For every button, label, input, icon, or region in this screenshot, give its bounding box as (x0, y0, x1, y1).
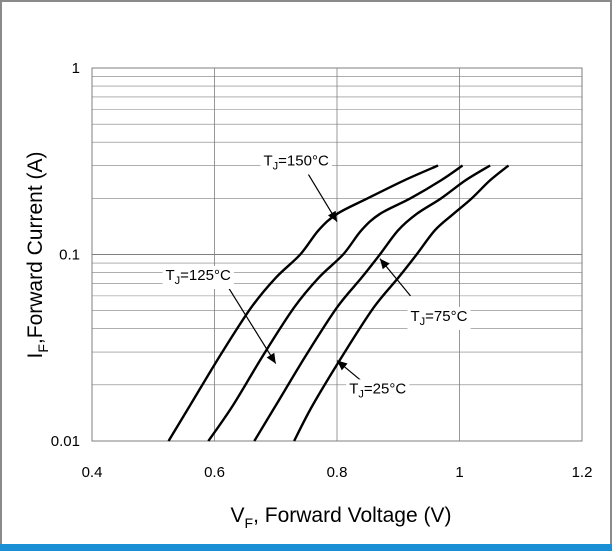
series-label-bg (346, 379, 410, 403)
annotation-arrow-head (266, 352, 276, 364)
annotation-arrow-head (327, 210, 337, 222)
y-tick-label: 1 (72, 60, 80, 77)
y-axis-title: IF,Forward Current (A) (24, 152, 51, 359)
grid (92, 68, 582, 441)
tick-labels: 0.4 0.6 0.8 1 1.2 0.01 0.1 1 (51, 60, 593, 481)
y-tick-label: 0.1 (59, 247, 80, 264)
series-label: TJ=125°C (166, 267, 231, 287)
x-tick-label: 1.2 (572, 464, 593, 481)
annotation-arrow-line (223, 279, 277, 364)
x-tick-label: 0.4 (82, 464, 103, 481)
x-tick-label: 0.8 (327, 464, 348, 481)
annotation-arrow-head (379, 258, 390, 270)
series-line (167, 164, 439, 442)
plot-area (91, 67, 583, 442)
series-line (207, 164, 464, 442)
series-label-bg (162, 265, 234, 289)
x-axis-title: VF, Forward Voltage (V) (231, 504, 452, 531)
series-label: TJ=25°C (349, 380, 406, 400)
series-label-bg (260, 151, 332, 175)
series-label: TJ=150°C (264, 153, 329, 173)
annotations: TJ=150°C TJ=125°C TJ=75°C TJ=25°C (162, 151, 471, 403)
series-label-bg (407, 306, 471, 330)
accent-bar (0, 544, 612, 551)
x-tick-label: 0.6 (204, 464, 225, 481)
x-tick-label: 1 (455, 464, 463, 481)
series-layer (167, 164, 510, 442)
series-line (293, 164, 510, 442)
y-tick-label: 0.01 (51, 433, 80, 450)
series-label: TJ=75°C (411, 308, 468, 328)
series-line (253, 164, 491, 442)
annotation-arrow-head (337, 360, 348, 371)
